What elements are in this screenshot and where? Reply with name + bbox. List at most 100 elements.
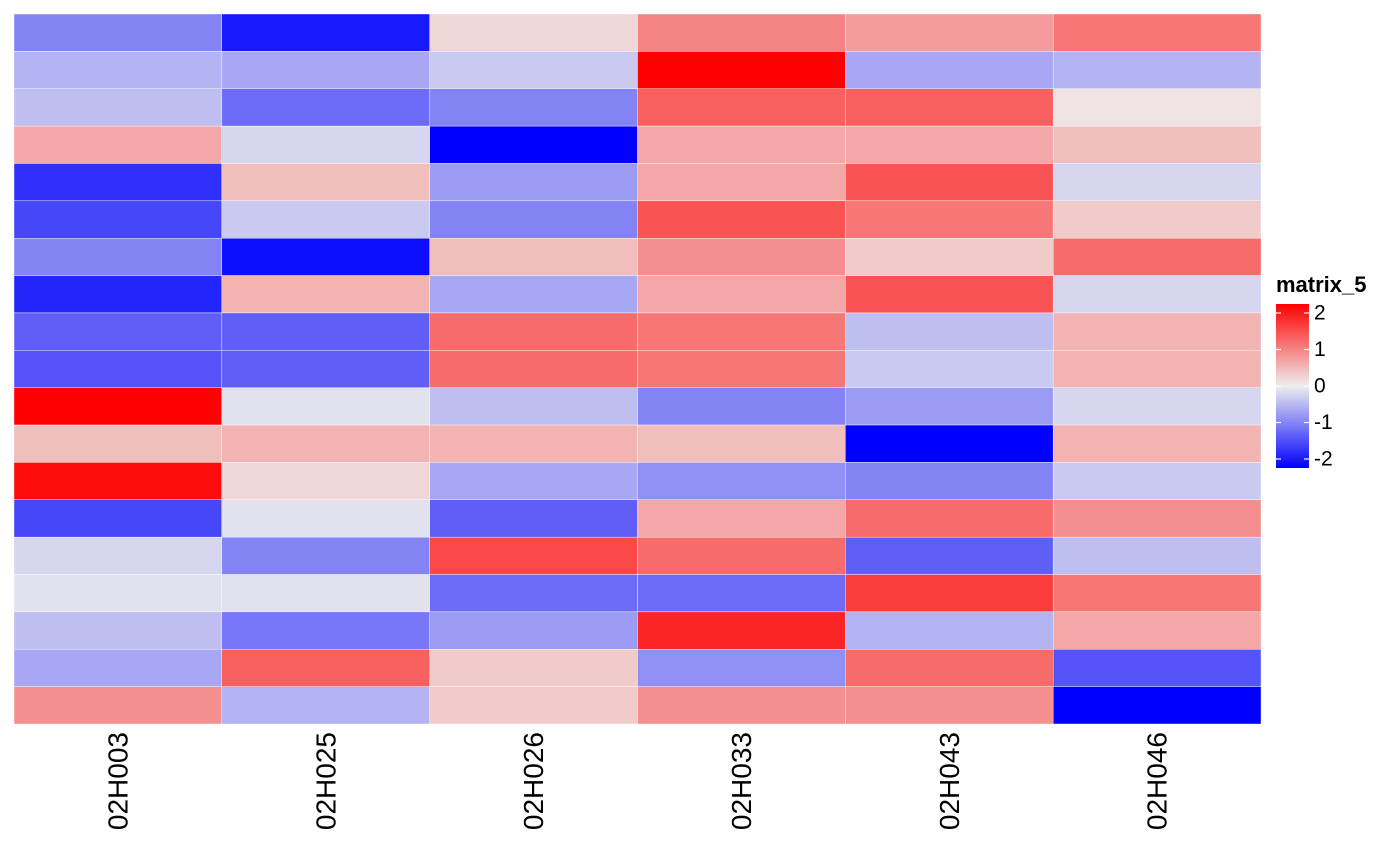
heatmap-cell: [1052, 649, 1262, 687]
heatmap-cell: [221, 424, 430, 463]
color-legend: matrix_5 2 1 0 -1 -2: [1276, 272, 1367, 471]
heatmap-cell: [845, 163, 1054, 202]
heatmap-cell: [1052, 499, 1262, 538]
heatmap-cell: [221, 163, 430, 202]
column-label: 02H043: [934, 732, 965, 830]
heatmap-cell: [429, 51, 638, 89]
heatmap-cell: [13, 13, 223, 52]
heatmap-cell: [429, 125, 638, 164]
heatmap-cell: [845, 536, 1054, 575]
heatmap-cell: [845, 51, 1054, 89]
heatmap-cell: [221, 611, 430, 650]
heatmap-cell: [1052, 462, 1262, 500]
heatmap-cell: [221, 649, 430, 687]
heatmap-cell: [1052, 163, 1262, 202]
heatmap-cell: [1052, 51, 1262, 89]
heatmap-cell: [429, 200, 638, 239]
heatmap-cell: [13, 649, 223, 687]
heatmap-cell: [637, 462, 846, 500]
legend-color-bar: [1276, 304, 1309, 468]
legend-tick-label: 0: [1314, 375, 1326, 398]
heatmap-cell: [221, 275, 430, 314]
heatmap-cell: [637, 499, 846, 538]
heatmap-cell: [221, 125, 430, 164]
heatmap-cell: [637, 275, 846, 314]
heatmap-cell: [845, 462, 1054, 500]
heatmap-cell: [429, 238, 638, 276]
heatmap-cell: [637, 424, 846, 463]
heatmap-cell: [13, 275, 223, 314]
column-label: 02H033: [726, 732, 757, 830]
heatmap-cell: [429, 163, 638, 202]
legend-tick-label: 1: [1314, 338, 1326, 361]
heatmap-cell: [13, 574, 223, 613]
heatmap-cell: [845, 387, 1054, 426]
heatmap-cell: [845, 312, 1054, 351]
heatmap-cell: [1052, 611, 1262, 650]
legend-tick-label: 2: [1314, 302, 1326, 325]
heatmap-cell: [637, 574, 846, 613]
heatmap-cell: [637, 536, 846, 575]
heatmap-cell: [637, 13, 846, 52]
heatmap-cell: [637, 125, 846, 164]
heatmap-cell: [429, 649, 638, 687]
heatmap-cell: [429, 686, 638, 725]
heatmap-cell: [221, 51, 430, 89]
heatmap-cell: [221, 536, 430, 575]
heatmap-cell: [221, 88, 430, 127]
heatmap-cell: [429, 13, 638, 52]
legend-title: matrix_5: [1276, 272, 1367, 297]
heatmap-cell: [1052, 424, 1262, 463]
heatmap-cell: [845, 200, 1054, 239]
heatmap-cell: [1052, 13, 1262, 52]
heatmap-cell: [845, 424, 1054, 463]
heatmap-cell: [637, 200, 846, 239]
heatmap-cell: [13, 536, 223, 575]
heatmap-cell: [429, 499, 638, 538]
heatmap-cell: [637, 312, 846, 351]
heatmap-cell: [13, 462, 223, 500]
heatmap-cell: [221, 312, 430, 351]
heatmap-cell: [13, 686, 223, 725]
heatmap-cell: [429, 387, 638, 426]
heatmap-cell: [221, 462, 430, 500]
heatmap-cell: [845, 686, 1054, 725]
heatmap-cell: [13, 387, 223, 426]
heatmap-cell: [221, 200, 430, 239]
heatmap-cell: [13, 200, 223, 239]
heatmap-cell: [221, 574, 430, 613]
heatmap-cell: [1052, 125, 1262, 164]
heatmap-cell: [845, 125, 1054, 164]
column-label: 02H046: [1142, 732, 1173, 830]
heatmap-cell: [1052, 275, 1262, 314]
heatmap-cell: [13, 88, 223, 127]
heatmap-cell: [429, 424, 638, 463]
heatmap-cell: [845, 238, 1054, 276]
heatmap-cell: [637, 649, 846, 687]
legend-ticks: 2 1 0 -1 -2: [1276, 302, 1333, 471]
heatmap-cell: [845, 649, 1054, 687]
heatmap-cell: [429, 312, 638, 351]
heatmap-cell: [429, 611, 638, 650]
heatmap-cell: [1052, 350, 1262, 388]
heatmap-cell: [429, 350, 638, 388]
heatmap-cell: [637, 686, 846, 725]
heatmap-cell: [429, 462, 638, 500]
heatmap-cell: [429, 574, 638, 613]
heatmap-cell: [13, 424, 223, 463]
heatmap-cell: [1052, 574, 1262, 613]
heatmap-cell: [221, 387, 430, 426]
heatmap-cell: [429, 88, 638, 127]
heatmap-cell: [13, 312, 223, 351]
heatmap-cell: [845, 499, 1054, 538]
heatmap-cell: [845, 350, 1054, 388]
column-label: 02H003: [102, 732, 133, 830]
column-label: 02H026: [518, 732, 549, 830]
heatmap-cells: [13, 13, 1262, 725]
legend-tick-label: -2: [1314, 448, 1333, 471]
heatmap-cell: [637, 163, 846, 202]
heatmap-cell: [845, 13, 1054, 52]
heatmap-cell: [1052, 387, 1262, 426]
heatmap-cell: [13, 163, 223, 202]
heatmap-cell: [13, 350, 223, 388]
